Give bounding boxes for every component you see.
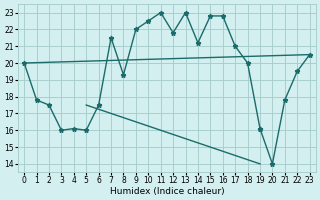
X-axis label: Humidex (Indice chaleur): Humidex (Indice chaleur) (109, 187, 224, 196)
